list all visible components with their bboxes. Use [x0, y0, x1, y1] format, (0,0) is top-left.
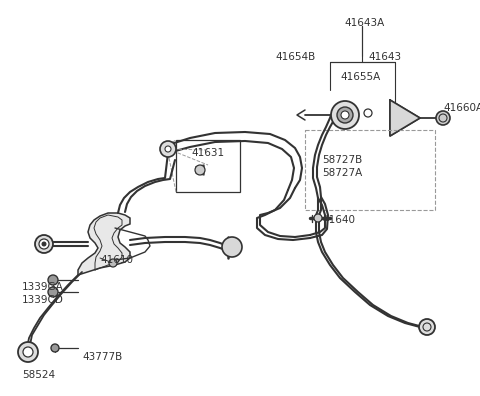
Text: 41655A: 41655A [340, 72, 380, 82]
Circle shape [35, 235, 53, 253]
Text: 41610: 41610 [100, 255, 133, 265]
Circle shape [364, 109, 372, 117]
Text: 1339CD: 1339CD [22, 295, 64, 305]
Text: 41660A: 41660A [443, 103, 480, 113]
Circle shape [331, 101, 359, 129]
Circle shape [39, 239, 49, 249]
Circle shape [341, 111, 349, 119]
Polygon shape [78, 213, 130, 275]
Text: 43777B: 43777B [82, 352, 122, 362]
Circle shape [419, 319, 435, 335]
Text: 41640: 41640 [322, 215, 355, 225]
Bar [176, 140, 240, 192]
Circle shape [18, 342, 38, 362]
Text: 58727B: 58727B [322, 155, 362, 165]
Circle shape [337, 107, 353, 123]
Circle shape [195, 165, 205, 175]
Circle shape [48, 275, 58, 285]
Text: 1339GA: 1339GA [22, 282, 64, 292]
Text: 41631: 41631 [192, 148, 225, 158]
Circle shape [436, 111, 450, 125]
Circle shape [160, 141, 176, 157]
Circle shape [48, 287, 58, 297]
Circle shape [314, 214, 322, 222]
Circle shape [42, 242, 46, 246]
Polygon shape [390, 100, 420, 136]
Text: 58727A: 58727A [322, 168, 362, 178]
Circle shape [23, 347, 33, 357]
Circle shape [165, 146, 171, 152]
Text: 41643: 41643 [368, 52, 401, 62]
Circle shape [51, 344, 59, 352]
Text: 41643A: 41643A [345, 18, 385, 28]
Bar [305, 130, 435, 210]
Circle shape [109, 259, 117, 267]
Text: 41654B: 41654B [276, 52, 316, 62]
Text: 58524: 58524 [22, 370, 55, 380]
Circle shape [222, 237, 242, 257]
